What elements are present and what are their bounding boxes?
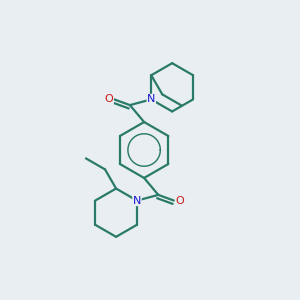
Text: O: O bbox=[176, 196, 184, 206]
Text: O: O bbox=[105, 94, 113, 104]
Text: N: N bbox=[147, 94, 155, 104]
Text: N: N bbox=[133, 196, 141, 206]
